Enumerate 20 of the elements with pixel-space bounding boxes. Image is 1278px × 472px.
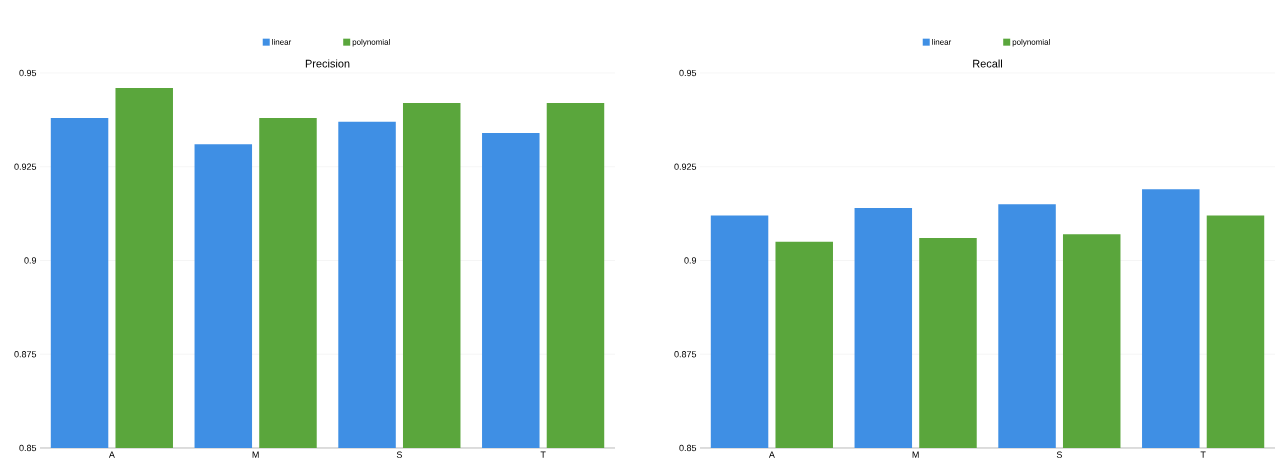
y-tick-label: 0.925 bbox=[14, 163, 37, 170]
x-tick-label: M bbox=[252, 451, 259, 458]
y-tick-label: 0.875 bbox=[674, 351, 697, 358]
y-tick-label: 0.925 bbox=[674, 163, 697, 170]
y-tick-label: 0.95 bbox=[19, 69, 37, 77]
y-tick-label: 0.85 bbox=[679, 444, 697, 452]
x-tick-label: T bbox=[540, 451, 546, 458]
x-tick-label: T bbox=[1200, 451, 1206, 458]
y-tick-label: 0.9 bbox=[24, 257, 37, 264]
x-tick-label: S bbox=[396, 451, 402, 458]
x-tick-label: S bbox=[1056, 451, 1062, 458]
chart-title: Recall bbox=[973, 59, 1002, 68]
y-tick-label: 0.95 bbox=[679, 69, 697, 77]
x-tick-label: M bbox=[912, 451, 919, 458]
x-tick-label: A bbox=[108, 451, 115, 458]
y-tick-label: 0.875 bbox=[14, 351, 37, 358]
y-tick-label: 0.9 bbox=[684, 257, 697, 264]
x-tick-label: A bbox=[768, 451, 775, 458]
chart-title: Precision bbox=[305, 59, 350, 68]
y-tick-label: 0.85 bbox=[19, 444, 37, 452]
